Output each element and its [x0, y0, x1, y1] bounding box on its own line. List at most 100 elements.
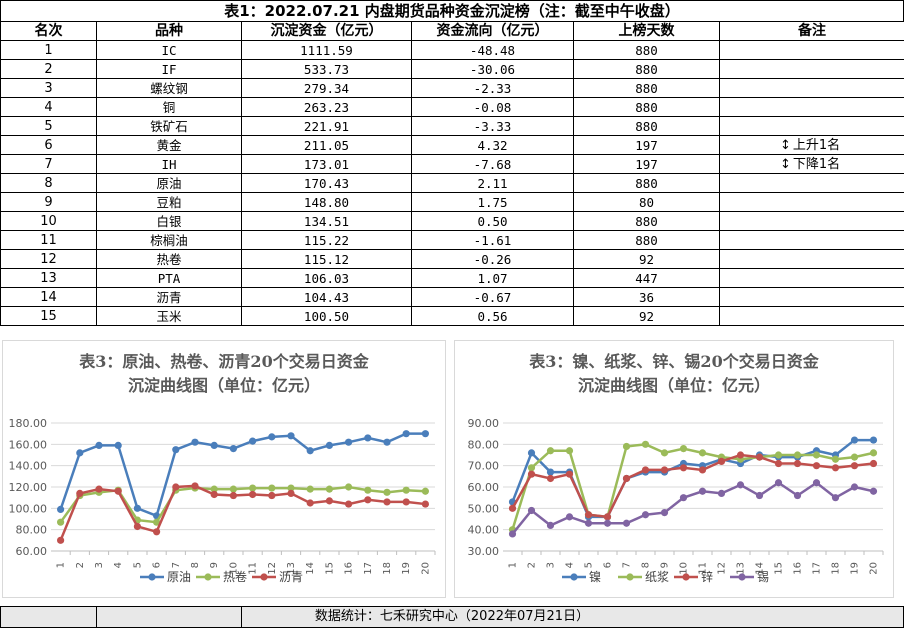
- data-point: [287, 432, 295, 440]
- data-point: [210, 441, 218, 449]
- y-tick-label: 60.00: [16, 545, 48, 558]
- note-cell: [719, 78, 904, 98]
- data-point: [114, 487, 122, 495]
- note-cell: [719, 40, 904, 60]
- x-tick-label: 9: [209, 562, 220, 568]
- chart-title-line1: 表3：镍、纸浆、锌、锡20个交易日资金: [528, 352, 819, 371]
- table-row: 6 黄金 211.05 4.32 197 ↕ 上升1名: [0, 135, 904, 155]
- data-point: [345, 500, 353, 508]
- fund-cell: 148.80: [241, 192, 412, 212]
- header-days: 上榜天数: [573, 21, 720, 41]
- data-point: [229, 445, 237, 453]
- chart-panel-left: 表3：原油、热卷、沥青20个交易日资金 沉淀曲线图（单位：亿元） 60.00 80.0…: [2, 340, 446, 598]
- note-cell: [719, 249, 904, 269]
- data-point: [622, 474, 631, 483]
- note-cell: [719, 173, 904, 193]
- data-point: [325, 497, 333, 505]
- data-point: [268, 491, 276, 500]
- data-point: [306, 447, 314, 455]
- data-point: [153, 518, 161, 526]
- data-point: [527, 449, 536, 457]
- x-tick-label: 18: [382, 562, 393, 575]
- data-point: [383, 438, 391, 446]
- y-tick-label: 120.00: [9, 481, 48, 494]
- x-tick-label: 15: [324, 562, 335, 575]
- x-tick-label: 2: [527, 562, 538, 568]
- chart-title-line2: 沉淀曲线图（单位：亿元）: [128, 376, 320, 395]
- product-cell: 棕榈油: [96, 230, 242, 250]
- data-point: [364, 496, 372, 504]
- note-cell: [719, 97, 904, 117]
- x-tick-label: 8: [190, 562, 201, 568]
- note-cell: [719, 268, 904, 288]
- days-cell: 880: [573, 78, 720, 98]
- product-cell: IH: [96, 154, 242, 174]
- legend-marker: [738, 573, 746, 581]
- data-point: [527, 464, 536, 472]
- note-cell: [719, 230, 904, 250]
- data-point: [755, 453, 764, 461]
- rank-cell: 15: [0, 306, 97, 326]
- legend-marker: [148, 573, 156, 581]
- data-point: [850, 436, 859, 444]
- data-point: [191, 438, 199, 446]
- data-point: [793, 491, 802, 500]
- data-point: [306, 499, 314, 507]
- header-flow: 资金流向（亿元）: [411, 21, 574, 41]
- rank-cell: 6: [0, 135, 97, 155]
- data-point: [325, 441, 333, 449]
- y-tick-label: 140.00: [9, 460, 48, 473]
- days-cell: 447: [573, 268, 720, 288]
- legend-item: 热卷: [196, 569, 247, 584]
- table-row: 1 IC 1111.59 -48.48 880: [0, 40, 904, 60]
- rank-cell: 10: [0, 211, 97, 231]
- x-tick-label: 6: [603, 562, 614, 568]
- data-point: [603, 519, 612, 527]
- legend-label: 纸浆: [645, 569, 669, 584]
- x-tick-label: 16: [793, 562, 804, 575]
- data-point: [679, 445, 688, 453]
- header-fund: 沉淀资金（亿元）: [241, 21, 412, 41]
- data-point: [229, 491, 237, 500]
- data-point: [717, 457, 726, 465]
- x-tick-label: 20: [420, 562, 431, 575]
- data-point: [57, 518, 65, 526]
- x-tick-label: 18: [831, 562, 842, 575]
- fund-cell: 173.01: [241, 154, 412, 174]
- report-title: 表1：2022.07.21 内盘期货品种资金沉淀榜（注：截至中午收盘）: [0, 0, 904, 22]
- data-point: [660, 449, 669, 457]
- x-tick-label: 14: [305, 562, 316, 575]
- data-point: [421, 500, 429, 508]
- legend-label: 原油: [167, 570, 191, 584]
- data-point: [153, 528, 161, 536]
- rank-cell: 13: [0, 268, 97, 288]
- data-point: [622, 519, 631, 527]
- data-point: [565, 447, 574, 455]
- flow-cell: -0.67: [411, 287, 574, 307]
- x-tick-label: 16: [344, 562, 355, 575]
- flow-cell: -3.33: [411, 116, 574, 136]
- data-point: [76, 449, 84, 457]
- flow-cell: 1.75: [411, 192, 574, 212]
- data-point: [306, 485, 314, 493]
- x-tick-label: 1: [56, 562, 67, 568]
- header-rank: 名次: [0, 21, 97, 41]
- x-tick-label: 19: [401, 562, 412, 575]
- data-point: [287, 489, 295, 497]
- x-tick-label: 17: [812, 562, 823, 575]
- x-tick-label: 3: [94, 562, 105, 568]
- x-tick-label: 4: [565, 562, 576, 568]
- rank-cell: 7: [0, 154, 97, 174]
- note-cell: [719, 192, 904, 212]
- fund-cell: 170.43: [241, 173, 412, 193]
- data-point: [584, 519, 593, 527]
- data-point: [402, 498, 410, 506]
- note-cell: [719, 116, 904, 136]
- chart-panel-right: 表3：镍、纸浆、锌、锡20个交易日资金 沉淀曲线图（单位：亿元） 30.00 40.0…: [454, 340, 894, 598]
- fund-cell: 100.50: [241, 306, 412, 326]
- y-tick-label: 30.00: [468, 545, 500, 558]
- product-cell: 白银: [96, 211, 242, 231]
- legend-marker: [682, 573, 690, 581]
- legend-item: 纸浆: [618, 569, 669, 584]
